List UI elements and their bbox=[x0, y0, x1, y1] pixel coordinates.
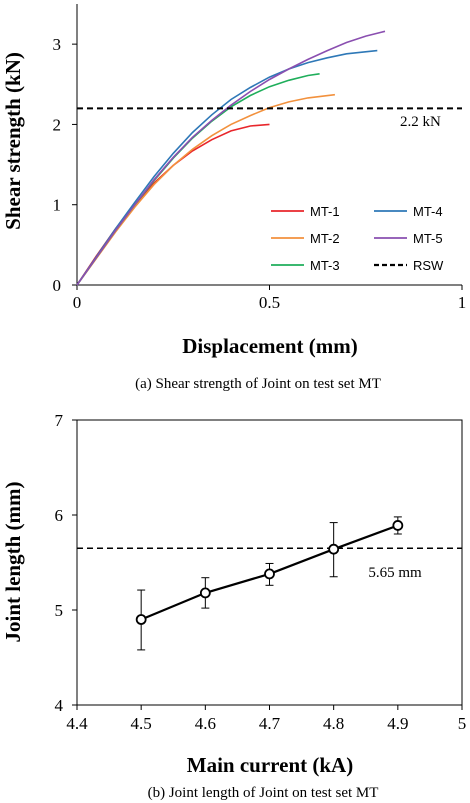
legend-label-mt-2: MT-2 bbox=[310, 231, 340, 246]
x-tick-label: 4.5 bbox=[131, 714, 152, 733]
series-mt-5-line bbox=[76, 30, 386, 286]
y-tick-label: 1 bbox=[53, 196, 62, 215]
x-tick-label: 0.5 bbox=[259, 293, 280, 312]
data-point bbox=[135, 614, 147, 625]
series-mt-2-line bbox=[76, 93, 335, 286]
caption-b: (b) Joint length of Joint on test set MT bbox=[148, 785, 379, 801]
x-tick-label: 0 bbox=[73, 293, 82, 312]
joint-length-chart: 4.4 4.5 4.6 4.7 4.8 4.9 5 4 5 6 7 Joint length (mm… bbox=[1, 411, 466, 801]
data-point bbox=[199, 587, 211, 599]
legend-label-mt-3: MT-3 bbox=[310, 258, 340, 273]
x-tick-label: 4.6 bbox=[195, 714, 216, 733]
x-tick-label: 4.7 bbox=[259, 714, 281, 733]
legend-label-mt-5: MT-5 bbox=[413, 231, 443, 246]
y-tick-label: 5 bbox=[55, 601, 64, 620]
data-point bbox=[264, 568, 275, 580]
x-tick-label: 4.9 bbox=[387, 714, 408, 733]
x-tick-label: 4.8 bbox=[323, 714, 344, 733]
x-axis-label-main-current: Main current (kA) bbox=[187, 753, 353, 777]
plot-frame bbox=[76, 419, 463, 706]
y-tick-label: 3 bbox=[53, 35, 62, 54]
y-axis-label-joint-length: Joint length (mm) bbox=[1, 482, 25, 643]
shear-strength-chart: 0 0.5 1 0 1 2 3 Shear strength (kN) Displaceme… bbox=[1, 4, 466, 392]
legend: MT-1 MT-4 MT-2 MT-5 MT-3 RSW bbox=[271, 204, 444, 273]
data-point bbox=[392, 520, 404, 531]
series-mt-3-line bbox=[76, 73, 320, 286]
y-tick-label: 6 bbox=[55, 506, 64, 525]
x-tick-label: 1 bbox=[458, 293, 467, 312]
y-tick-label: 7 bbox=[55, 411, 64, 430]
y-tick-label: 0 bbox=[53, 276, 62, 295]
annotation-2-2-kn: 2.2 kN bbox=[400, 114, 441, 130]
legend-label-mt-4: MT-4 bbox=[413, 204, 443, 219]
y-axis-label-shear-strength: Shear strength (kN) bbox=[1, 52, 25, 230]
x-axis-label-displacement: Displacement (mm) bbox=[182, 334, 358, 358]
y-tick-label: 4 bbox=[55, 696, 64, 715]
legend-label-mt-1: MT-1 bbox=[310, 204, 340, 219]
data-point bbox=[328, 543, 340, 555]
legend-label-rsw: RSW bbox=[413, 258, 444, 273]
x-tick-label: 4.4 bbox=[66, 714, 88, 733]
series-mt-1-line bbox=[76, 123, 270, 286]
y-tick-label: 2 bbox=[53, 115, 62, 134]
annotation-5-65-mm: 5.65 mm bbox=[368, 565, 422, 581]
caption-a: (a) Shear strength of Joint on test set … bbox=[135, 376, 381, 392]
x-tick-label: 5 bbox=[458, 714, 467, 733]
series-mt-4-line bbox=[76, 49, 378, 286]
